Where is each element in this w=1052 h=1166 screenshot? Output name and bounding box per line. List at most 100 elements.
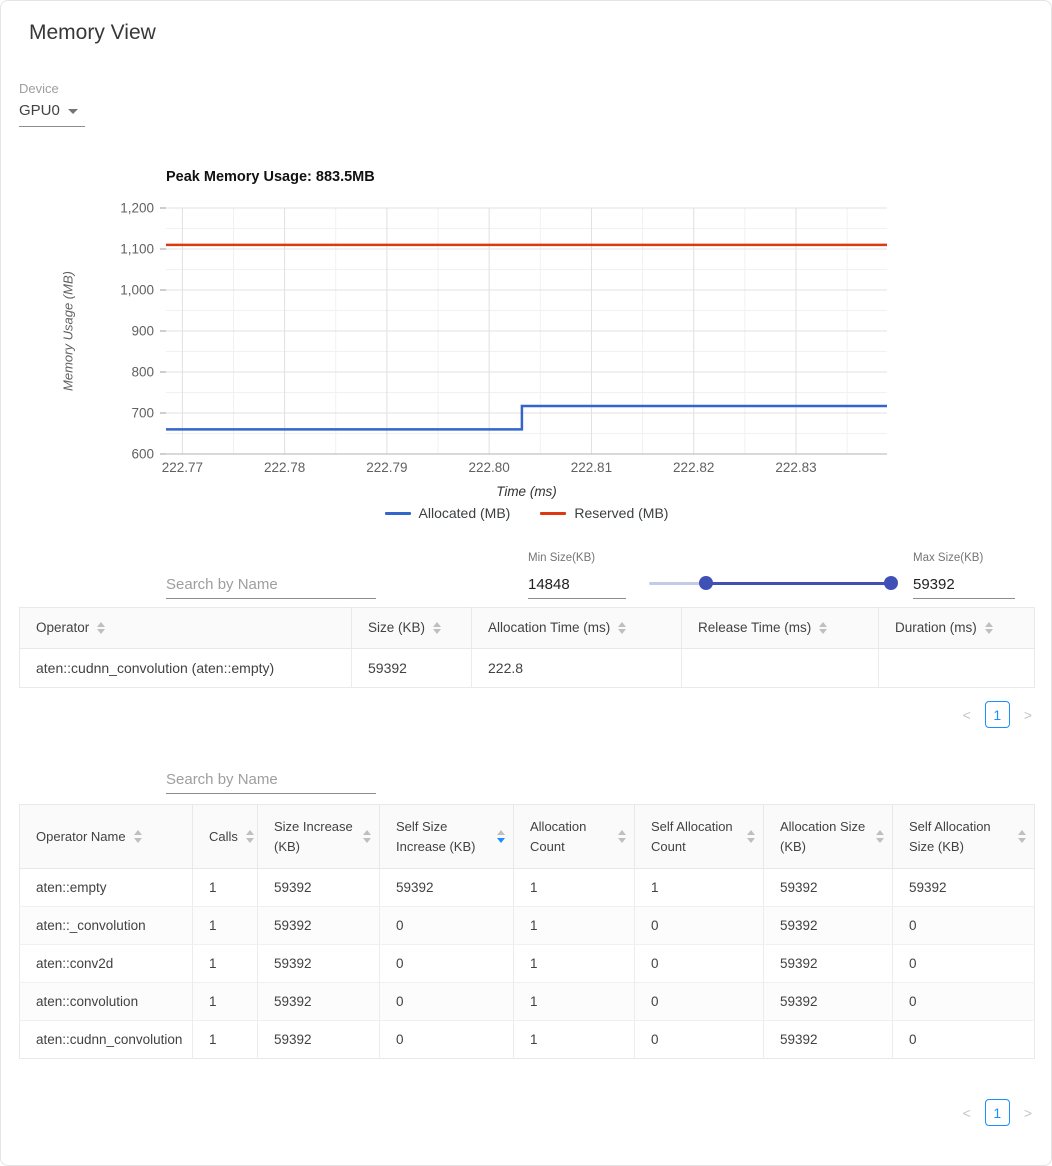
device-select[interactable]: GPU0 bbox=[19, 102, 85, 127]
svg-text:222.80: 222.80 bbox=[469, 460, 510, 475]
column-header-self-allocation-size-kb[interactable]: Self Allocation Size (KB) bbox=[892, 804, 1035, 869]
slider-handle-min[interactable] bbox=[698, 576, 713, 590]
memory-stats-table: Operator Name Calls Size Increase (KB) Self… bbox=[19, 804, 1035, 1059]
cell: 59392 bbox=[257, 906, 380, 945]
column-label: Self Size Increase (KB) bbox=[396, 819, 476, 854]
column-header-self-allocation-count[interactable]: Self Allocation Count bbox=[634, 804, 764, 869]
cell: 59392 bbox=[257, 982, 380, 1021]
svg-text:222.77: 222.77 bbox=[162, 460, 203, 475]
cell: 1 bbox=[192, 906, 258, 945]
sort-icon[interactable] bbox=[747, 830, 755, 843]
next-page-icon[interactable]: > bbox=[1023, 706, 1032, 723]
column-label: Operator Name bbox=[36, 828, 126, 844]
sort-icon[interactable] bbox=[984, 621, 993, 635]
svg-text:222.83: 222.83 bbox=[775, 460, 816, 475]
stats-search-input[interactable] bbox=[166, 766, 376, 794]
svg-text:222.79: 222.79 bbox=[366, 460, 407, 475]
svg-text:222.78: 222.78 bbox=[264, 460, 305, 475]
cell: 1 bbox=[192, 944, 258, 983]
table-row: aten::cudnn_convolution 1 59392 0 1 0 59392 0 bbox=[19, 1020, 1035, 1059]
cell: 1 bbox=[192, 1020, 258, 1059]
max-size-label: Max Size(KB) bbox=[913, 552, 984, 564]
column-header-self-size-increase-kb[interactable]: Self Size Increase (KB) bbox=[379, 804, 514, 869]
next-page-icon[interactable]: > bbox=[1023, 1104, 1032, 1121]
svg-text:1,000: 1,000 bbox=[120, 283, 154, 298]
sort-icon[interactable] bbox=[1018, 830, 1026, 843]
column-header-duration-ms[interactable]: Duration (ms) bbox=[878, 607, 1035, 650]
column-label: Size (KB) bbox=[368, 620, 426, 635]
chart-title: Peak Memory Usage: 883.5MB bbox=[166, 169, 375, 185]
legend-label: Allocated (MB) bbox=[418, 505, 511, 521]
column-header-operator[interactable]: Operator bbox=[19, 607, 352, 650]
column-label: Allocation Size (KB) bbox=[780, 819, 866, 854]
cell: 59392 bbox=[763, 1020, 893, 1059]
column-header-size-kb[interactable]: Size (KB) bbox=[351, 607, 472, 650]
min-size-input[interactable] bbox=[528, 571, 626, 599]
cell: 1 bbox=[192, 982, 258, 1021]
column-header-calls[interactable]: Calls bbox=[192, 804, 258, 869]
sort-icon[interactable] bbox=[618, 830, 626, 843]
legend-label: Reserved (MB) bbox=[574, 505, 669, 521]
chart-legend: Allocated (MB) Reserved (MB) bbox=[166, 505, 887, 521]
cell: aten::cudnn_convolution bbox=[19, 1020, 193, 1059]
column-label: Size Increase (KB) bbox=[274, 819, 353, 854]
header-row: Operator Name Calls Size Increase (KB) Self… bbox=[19, 804, 1035, 869]
cell: 0 bbox=[892, 982, 1035, 1021]
svg-text:800: 800 bbox=[131, 365, 154, 380]
cell bbox=[879, 649, 1035, 688]
cell: 59392 bbox=[892, 868, 1035, 907]
cell: 1 bbox=[513, 868, 635, 907]
cell: aten::conv2d bbox=[19, 944, 193, 983]
cell: 0 bbox=[634, 944, 764, 983]
memory-stats-table-wrap: Operator Name Calls Size Increase (KB) Self… bbox=[19, 804, 1035, 1059]
column-header-operator-name[interactable]: Operator Name bbox=[19, 804, 193, 869]
sort-icon[interactable] bbox=[363, 830, 371, 843]
column-label: Operator bbox=[36, 620, 90, 635]
sort-icon[interactable] bbox=[433, 621, 442, 635]
sort-icon[interactable] bbox=[876, 830, 884, 843]
cell: 1 bbox=[513, 944, 635, 983]
column-header-allocation-count[interactable]: Allocation Count bbox=[513, 804, 635, 869]
svg-text:222.81: 222.81 bbox=[571, 460, 612, 475]
sort-icon[interactable] bbox=[245, 830, 254, 843]
cell: 0 bbox=[634, 982, 764, 1021]
sort-icon[interactable] bbox=[819, 621, 828, 635]
cell: 0 bbox=[379, 944, 514, 983]
svg-text:222.82: 222.82 bbox=[673, 460, 714, 475]
column-header-release-time-ms[interactable]: Release Time (ms) bbox=[681, 607, 879, 650]
cell: 59392 bbox=[257, 944, 380, 983]
cell: 0 bbox=[909, 1032, 917, 1047]
column-header-allocation-time-ms[interactable]: Allocation Time (ms) bbox=[471, 607, 682, 650]
column-label: Duration (ms) bbox=[895, 620, 977, 635]
svg-text:1,200: 1,200 bbox=[120, 201, 154, 216]
sort-icon[interactable] bbox=[97, 621, 106, 635]
sort-icon[interactable] bbox=[618, 621, 627, 635]
page-number-button[interactable]: 1 bbox=[984, 1099, 1010, 1126]
cell: 59392 bbox=[763, 868, 893, 907]
memory-events-table: Operator Size (KB) Allocation Time (ms) Rel… bbox=[19, 607, 1035, 689]
sort-icon[interactable] bbox=[133, 830, 142, 843]
column-label: Calls bbox=[209, 828, 238, 844]
svg-text:900: 900 bbox=[131, 324, 154, 339]
prev-page-icon[interactable]: < bbox=[962, 706, 971, 723]
legend-line-icon bbox=[384, 511, 411, 515]
column-header-size-increase-kb[interactable]: Size Increase (KB) bbox=[257, 804, 380, 869]
size-range-slider[interactable] bbox=[649, 576, 899, 590]
events-search-input[interactable] bbox=[166, 571, 376, 599]
sort-icon[interactable] bbox=[497, 830, 505, 843]
cell: 0 bbox=[892, 906, 1035, 945]
cell: 59392 bbox=[763, 906, 893, 945]
table-row: aten::convolution 1 59392 0 1 0 59392 0 bbox=[19, 982, 1035, 1021]
prev-page-icon[interactable]: < bbox=[962, 1104, 971, 1121]
cell: aten::empty bbox=[19, 868, 193, 907]
column-header-allocation-size-kb[interactable]: Allocation Size (KB) bbox=[763, 804, 893, 869]
column-label: Allocation Count bbox=[530, 819, 587, 854]
legend-line-icon bbox=[540, 511, 567, 515]
slider-handle-max[interactable] bbox=[884, 576, 899, 590]
max-size-input[interactable] bbox=[913, 571, 1015, 599]
cell: 1 bbox=[513, 906, 635, 945]
page-number-button[interactable]: 1 bbox=[984, 701, 1010, 728]
table-row: aten::empty 1 59392 59392 1 1 59392 59392 bbox=[19, 868, 1035, 907]
table-row: aten::conv2d 1 59392 0 1 0 59392 0 bbox=[19, 944, 1035, 983]
